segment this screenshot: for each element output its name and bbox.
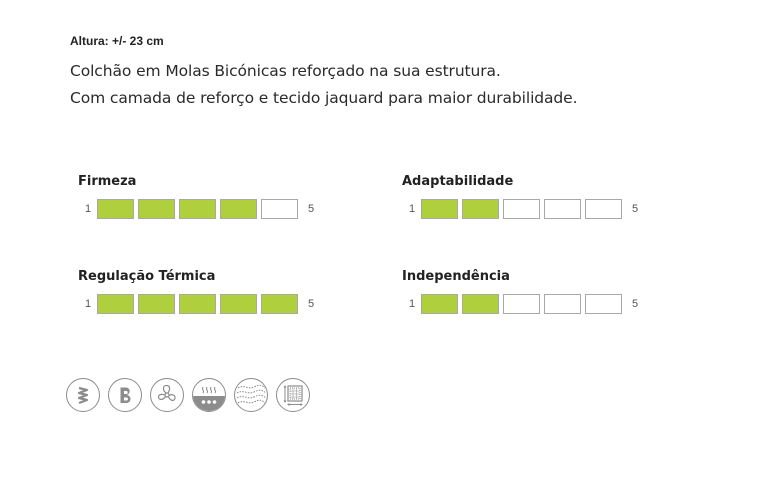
thermal-regulation-icon xyxy=(192,378,226,412)
ventilation-fan-icon xyxy=(150,378,184,412)
rating-box xyxy=(585,199,622,219)
rating-title: Independência xyxy=(402,269,510,284)
feature-icons xyxy=(66,378,318,412)
rating-box xyxy=(261,294,298,314)
jacquard-fabric-icon xyxy=(234,378,268,412)
rating-independencia: Independência 1 5 xyxy=(402,269,662,314)
rating-box xyxy=(220,294,257,314)
scale-max: 5 xyxy=(632,203,639,215)
bonnel-b-icon xyxy=(108,378,142,412)
description-line-1: Colchão em Molas Bicónicas reforçado na … xyxy=(70,62,501,80)
rating-box xyxy=(138,199,175,219)
rating-box xyxy=(179,294,216,314)
rating-box xyxy=(138,294,175,314)
rating-scale: 1 5 xyxy=(402,294,662,314)
rating-title: Adaptabilidade xyxy=(402,174,514,189)
rating-firmeza: Firmeza 1 5 xyxy=(78,174,338,219)
dimensions-icon xyxy=(276,378,310,412)
rating-box xyxy=(97,199,134,219)
scale-min: 1 xyxy=(85,203,92,215)
rating-title: Regulação Térmica xyxy=(78,269,216,284)
rating-box xyxy=(544,199,581,219)
rating-box xyxy=(97,294,134,314)
rating-scale: 1 5 xyxy=(78,199,338,219)
spring-icon xyxy=(66,378,100,412)
rating-box xyxy=(544,294,581,314)
rating-box xyxy=(421,199,458,219)
rating-scale: 1 5 xyxy=(78,294,338,314)
rating-scale: 1 5 xyxy=(402,199,662,219)
rating-box xyxy=(261,199,298,219)
rating-box xyxy=(503,199,540,219)
scale-min: 1 xyxy=(409,298,416,310)
rating-title: Firmeza xyxy=(78,174,137,189)
description-line-2: Com camada de reforço e tecido jaquard p… xyxy=(70,89,578,107)
rating-box xyxy=(179,199,216,219)
scale-max: 5 xyxy=(632,298,639,310)
rating-box xyxy=(421,294,458,314)
rating-box xyxy=(462,199,499,219)
scale-max: 5 xyxy=(308,203,315,215)
scale-max: 5 xyxy=(308,298,315,310)
scale-min: 1 xyxy=(409,203,416,215)
rating-box xyxy=(462,294,499,314)
rating-box xyxy=(220,199,257,219)
scale-min: 1 xyxy=(85,298,92,310)
rating-regulacao-termica: Regulação Térmica 1 5 xyxy=(78,269,338,314)
rating-adaptabilidade: Adaptabilidade 1 5 xyxy=(402,174,662,219)
rating-box xyxy=(503,294,540,314)
rating-box xyxy=(585,294,622,314)
height-label: Altura: +/- 23 cm xyxy=(70,34,164,48)
